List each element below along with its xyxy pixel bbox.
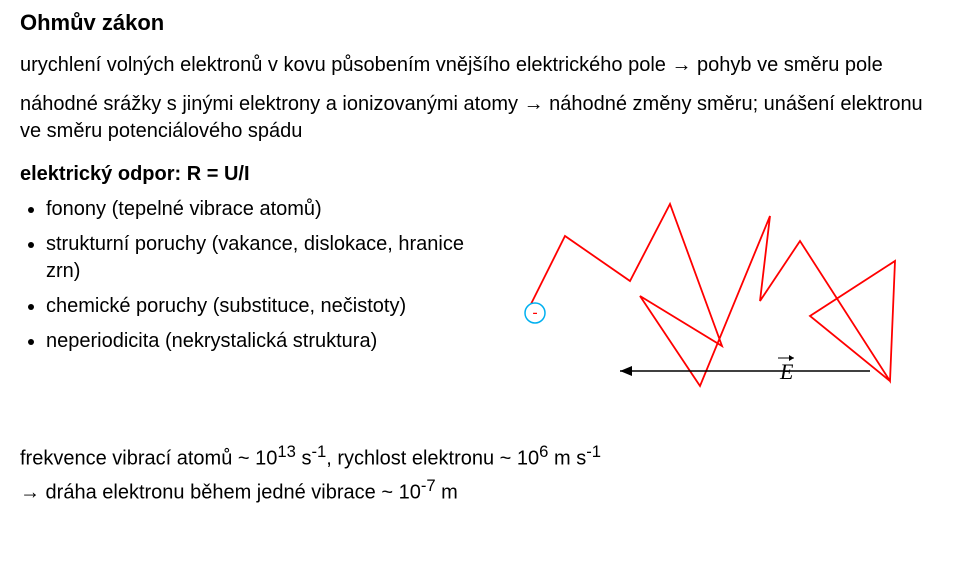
list-item: neperiodicita (nekrystalická struktura) [46,328,466,355]
electron-minus-label: - [532,305,537,322]
list-item: fonony (tepelné vibrace atomů) [46,196,466,223]
para-1-text-b: pohyb ve směru pole [691,54,882,76]
para-2: náhodné srážky s jinými elektrony a ioni… [20,91,939,145]
scatter-diagram-svg: - E [470,186,940,416]
footer-1-d: m s [548,448,586,470]
list-item: chemické poruchy (substituce, nečistoty) [46,293,466,320]
field-arrow-head-icon [620,366,632,376]
electron-path [530,204,895,386]
list-item: strukturní poruchy (vakance, dislokace, … [46,231,466,285]
page-title: Ohmův zákon [20,10,939,36]
bullet-column: fonony (tepelné vibrace atomů) strukturn… [20,196,470,373]
footer-1-b: s [296,448,312,470]
footer-line-1: frekvence vibrací atomů ~ 1013 s-1, rych… [20,440,939,474]
para-1: urychlení volných elektronů v kovu působ… [20,52,939,79]
subheading: elektrický odpor: R = U/I [20,163,939,186]
footer-block: frekvence vibrací atomů ~ 1013 s-1, rych… [20,440,939,507]
footer-1-exp4: -1 [586,442,601,461]
arrow-icon: → [671,54,691,76]
footer-2-a: dráha elektronu během jedné vibrace ~ 10 [40,481,421,503]
arrow-icon: → [524,93,544,115]
content-row: fonony (tepelné vibrace atomů) strukturn… [20,196,939,416]
page-root: Ohmův zákon urychlení volných elektronů … [0,0,959,588]
para-1-text-a: urychlení volných elektronů v kovu působ… [20,54,671,76]
bullet-list: fonony (tepelné vibrace atomů) strukturn… [20,196,470,355]
footer-1-c: , rychlost elektronu ~ 10 [326,448,539,470]
footer-1-exp1: 13 [277,442,296,461]
arrow-icon: → [20,481,40,503]
footer-line-2: → dráha elektronu během jedné vibrace ~ … [20,474,939,508]
footer-1-a: frekvence vibrací atomů ~ 10 [20,448,277,470]
vector-e-label: E [779,359,794,384]
footer-2-b: m [436,481,458,503]
footer-2-exp: -7 [421,476,436,495]
footer-1-exp2: -1 [311,442,326,461]
para-2-text-a: náhodné srážky s jinými elektrony a ioni… [20,93,524,115]
diagram-column: - E [470,186,939,416]
